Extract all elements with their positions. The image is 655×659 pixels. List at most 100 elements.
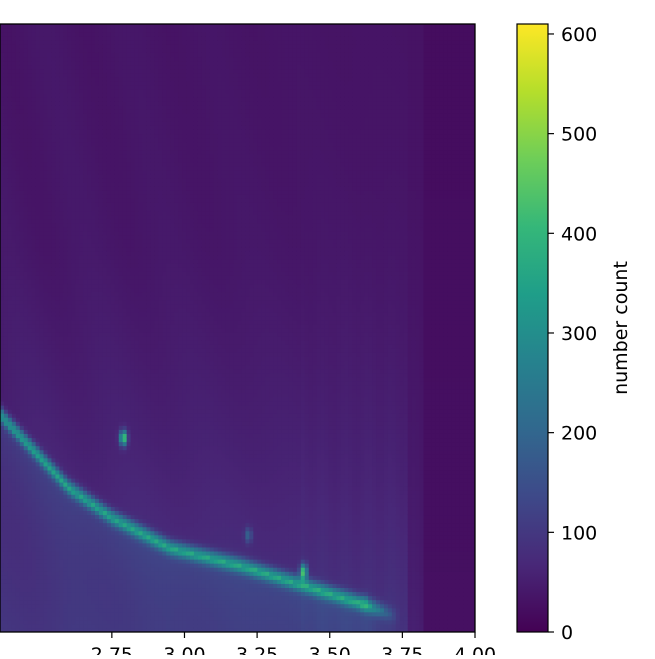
heatmap-cell	[31, 202, 37, 207]
heatmap-cell	[87, 242, 92, 248]
heatmap-cell	[71, 121, 76, 126]
heatmap-cell	[95, 80, 100, 86]
heatmap-cell	[110, 32, 116, 37]
heatmap-cell	[31, 28, 37, 33]
heatmap-cell	[47, 449, 53, 455]
heatmap-cell	[122, 388, 128, 394]
heatmap-cell	[106, 315, 112, 321]
heatmap-cell	[47, 603, 53, 609]
heatmap-cell	[126, 32, 132, 37]
heatmap-cell	[114, 161, 120, 167]
heatmap-cell	[122, 445, 128, 451]
heatmap-cell	[39, 173, 45, 179]
heatmap-cell	[51, 186, 57, 191]
heatmap-cell	[75, 441, 80, 447]
heatmap-cell	[67, 271, 72, 276]
heatmap-cell	[126, 344, 132, 349]
heatmap-cell	[106, 356, 112, 362]
heatmap-cell	[75, 234, 80, 240]
heatmap-cell	[91, 550, 96, 556]
heatmap-cell	[130, 579, 136, 584]
heatmap-cell	[122, 429, 128, 434]
heatmap-cell	[43, 291, 49, 297]
heatmap-cell	[27, 319, 33, 325]
heatmap-cell	[67, 579, 72, 584]
heatmap-cell	[43, 72, 49, 78]
heatmap-cell	[122, 542, 128, 548]
heatmap-cell	[87, 400, 92, 406]
heatmap-cell	[98, 421, 104, 426]
heatmap-cell	[95, 591, 100, 597]
heatmap-cell	[0, 323, 5, 329]
heatmap-cell	[87, 486, 92, 491]
heatmap-cell	[59, 263, 64, 268]
heatmap-cell	[7, 469, 13, 475]
heatmap-cell	[71, 72, 76, 78]
heatmap-cell	[59, 190, 64, 195]
heatmap-cell	[3, 587, 9, 593]
heatmap-cell	[95, 307, 100, 313]
heatmap-cell	[0, 206, 5, 212]
heatmap-cell	[0, 388, 5, 394]
heatmap-cell	[79, 101, 84, 106]
heatmap-cell	[106, 109, 112, 114]
heatmap-cell	[71, 84, 76, 90]
heatmap-cell	[98, 283, 104, 289]
heatmap-cell	[35, 352, 41, 357]
heatmap-cell	[67, 506, 72, 511]
heatmap-cell	[110, 259, 116, 264]
heatmap-cell	[95, 250, 100, 256]
heatmap-cell	[126, 307, 132, 313]
heatmap-cell	[15, 145, 21, 151]
heatmap-cell	[67, 490, 72, 495]
heatmap-cell	[79, 486, 84, 491]
heatmap-cell	[23, 437, 29, 443]
heatmap-cell	[39, 461, 45, 467]
heatmap-cell	[0, 153, 5, 159]
heatmap-cell	[91, 52, 96, 58]
heatmap-cell	[122, 32, 128, 37]
heatmap-cell	[43, 137, 49, 143]
heatmap-cell	[7, 173, 13, 179]
heatmap-cell	[95, 514, 100, 520]
heatmap-cell	[110, 376, 116, 382]
heatmap-cell	[106, 627, 112, 632]
heatmap-cell	[63, 591, 68, 597]
heatmap-cell	[51, 52, 57, 58]
heatmap-cell	[95, 234, 100, 240]
heatmap-cell	[110, 287, 116, 293]
heatmap-cell	[55, 84, 60, 90]
heatmap-cell	[106, 178, 112, 183]
heatmap-cell	[63, 242, 68, 248]
heatmap-cell	[87, 190, 92, 195]
heatmap-cell	[122, 498, 128, 503]
heatmap-cell	[51, 295, 57, 301]
heatmap-cell	[67, 332, 72, 337]
heatmap-cell	[39, 473, 45, 479]
heatmap-cell	[47, 619, 53, 625]
heatmap-cell	[122, 332, 128, 337]
heatmap-cell	[83, 506, 88, 511]
heatmap-cell	[0, 526, 5, 532]
heatmap-cell	[79, 250, 84, 256]
heatmap-cell	[23, 344, 29, 349]
heatmap-cell	[83, 433, 88, 439]
heatmap-cell	[106, 554, 112, 560]
heatmap-cell	[75, 275, 80, 280]
heatmap-cell	[55, 514, 60, 520]
heatmap-cell	[3, 40, 9, 45]
heatmap-cell	[75, 457, 80, 463]
heatmap-cell	[11, 255, 17, 260]
heatmap-cell	[63, 275, 68, 280]
heatmap-cell	[122, 344, 128, 349]
heatmap-cell	[15, 595, 21, 601]
heatmap-cell	[83, 238, 88, 244]
heatmap-cell	[83, 437, 88, 443]
heatmap-cell	[79, 198, 84, 203]
heatmap-cell	[71, 405, 76, 410]
heatmap-cell	[59, 457, 64, 463]
heatmap-cell	[110, 336, 116, 341]
heatmap-cell	[55, 494, 60, 499]
heatmap-cell	[31, 173, 37, 179]
heatmap-cell	[0, 259, 5, 264]
